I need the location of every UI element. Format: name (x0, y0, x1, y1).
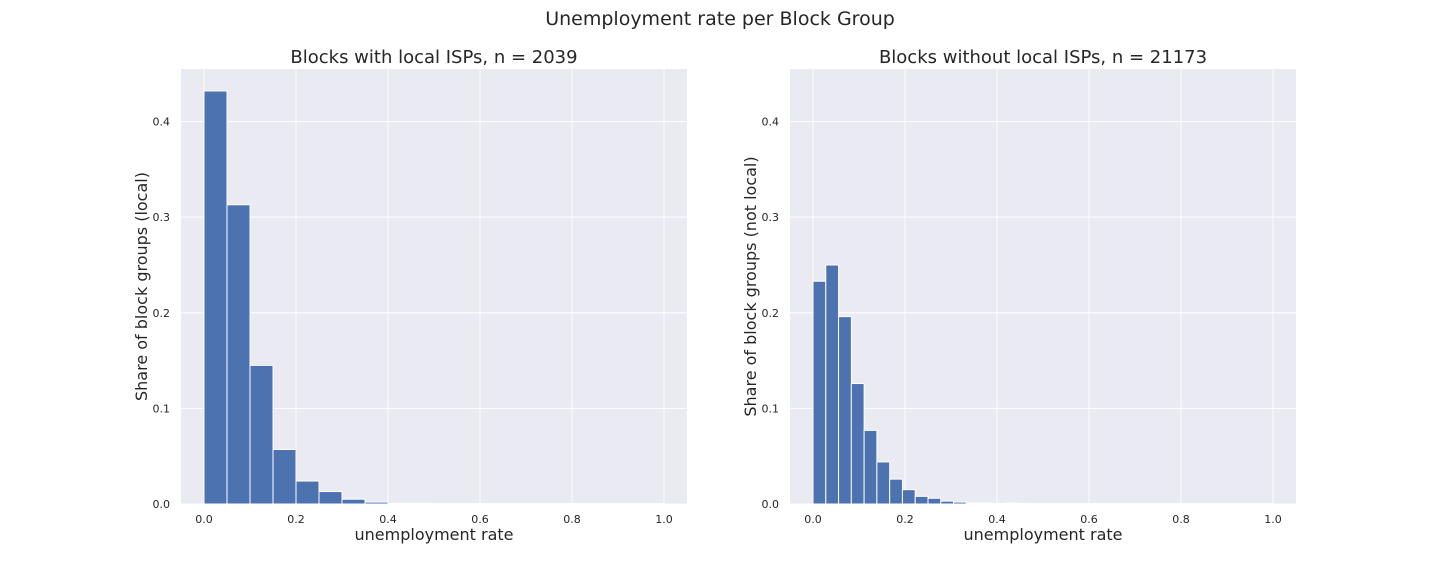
x-tick-label: 0.6 (471, 513, 489, 526)
histogram-bar (1004, 502, 1018, 505)
histogram-bar (838, 316, 852, 505)
histogram-bar (226, 204, 251, 505)
panel-title: Blocks with local ISPs, n = 2039 (290, 47, 577, 68)
x-tick-label: 1.0 (655, 513, 673, 526)
x-tick-label: 0.2 (896, 513, 914, 526)
x-axis-label: unemployment rate (355, 525, 514, 544)
histogram-bar (940, 500, 955, 505)
chart-panel-1: 0.0 0.2 0.4 0.6 0.8 1.0 0.0 0.1 0.2 0.3 0.4 Blocks … (132, 47, 687, 544)
y-tick-label: 0.4 (762, 116, 780, 129)
y-axis-label: Share of block groups (local) (132, 172, 151, 401)
histogram-bar (927, 497, 942, 505)
histogram-bar (295, 480, 320, 505)
histogram-bar (876, 461, 891, 505)
histogram-bar (863, 429, 878, 505)
histogram-bar (901, 489, 916, 505)
x-tick-label: 0.6 (1080, 513, 1098, 526)
x-tick-label: 0.8 (1172, 513, 1190, 526)
x-tick-label: 0.0 (195, 513, 213, 526)
histogram-bar (965, 502, 980, 505)
histogram-bar (850, 383, 865, 505)
histogram-bar (978, 502, 993, 505)
x-tick-label: 1.0 (1264, 513, 1282, 526)
histogram-bar (812, 280, 827, 505)
x-tick-label: 0.4 (379, 513, 397, 526)
y-tick-label: 0.4 (153, 116, 171, 129)
y-tick-label: 0.1 (153, 402, 171, 415)
x-tick-label: 0.8 (563, 513, 581, 526)
histogram-bar (825, 264, 840, 505)
x-tick-label: 0.0 (804, 513, 822, 526)
histogram-bar (341, 498, 366, 505)
y-tick-label: 0.2 (762, 307, 780, 320)
chart-panel-2: 0.0 0.2 0.4 0.6 0.8 1.0 0.0 0.1 0.2 0.3 0.4 Blocks … (741, 47, 1296, 544)
y-tick-label: 0.0 (762, 498, 780, 511)
figure-title: Unemployment rate per Block Group (545, 8, 895, 30)
panel-title: Blocks without local ISPs, n = 21173 (879, 47, 1207, 68)
histogram-bar (953, 501, 967, 505)
y-axis-label: Share of block groups (not local) (741, 156, 760, 416)
histogram-bar (203, 90, 228, 505)
x-tick-label: 0.2 (287, 513, 305, 526)
y-tick-label: 0.2 (153, 307, 171, 320)
x-axis-label: unemployment rate (964, 525, 1123, 544)
y-tick-label: 0.1 (762, 402, 780, 415)
histogram-bar (914, 495, 929, 505)
y-tick-label: 0.3 (153, 211, 171, 224)
histogram-bar (364, 501, 389, 505)
y-tick-label: 0.0 (153, 498, 171, 511)
histogram-bar (249, 364, 274, 505)
histogram-bar (272, 449, 297, 505)
x-tick-label: 0.4 (988, 513, 1006, 526)
histogram-bar (318, 491, 343, 505)
histogram-bar (889, 478, 903, 505)
y-tick-label: 0.3 (762, 211, 780, 224)
